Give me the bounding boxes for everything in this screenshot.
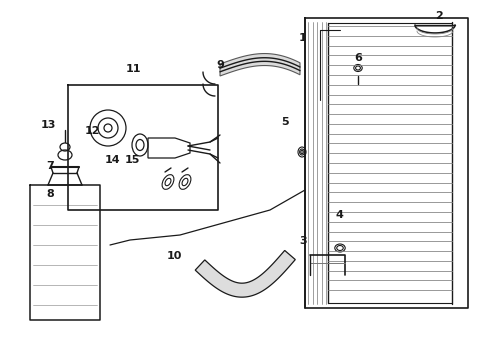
Text: 7: 7	[46, 161, 54, 171]
Text: 8: 8	[46, 189, 54, 199]
Text: 13: 13	[40, 120, 56, 130]
Polygon shape	[220, 54, 300, 76]
Text: 5: 5	[281, 117, 289, 127]
Polygon shape	[195, 251, 295, 297]
Text: 2: 2	[435, 11, 443, 21]
Text: 1: 1	[299, 33, 307, 43]
Text: 6: 6	[354, 53, 362, 63]
Text: 12: 12	[84, 126, 100, 136]
Text: 10: 10	[166, 251, 182, 261]
Text: 9: 9	[217, 60, 224, 70]
Text: 4: 4	[335, 210, 343, 220]
Text: 3: 3	[299, 236, 307, 246]
Text: 15: 15	[124, 155, 140, 165]
Text: 11: 11	[125, 64, 141, 74]
Text: 14: 14	[105, 155, 121, 165]
